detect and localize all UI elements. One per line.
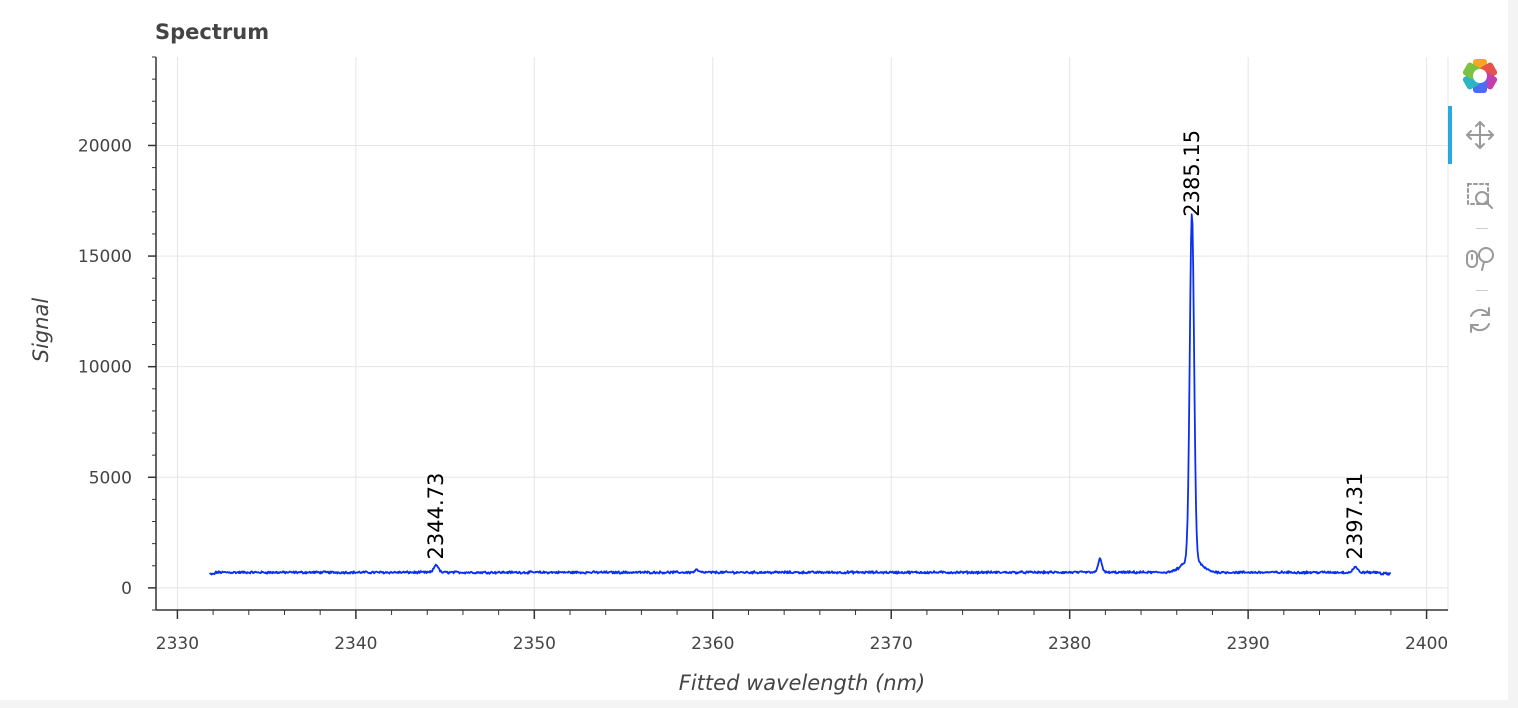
- toolbar-separator: [1476, 290, 1488, 291]
- peak-label: 2385.15: [1180, 130, 1204, 217]
- peak-label: 2397.31: [1343, 473, 1367, 560]
- axes: 2330 2340 2350 2360 2370 2380 2390 2400 0 5000 100…: [78, 56, 1448, 654]
- box-zoom-icon[interactable]: [1460, 176, 1500, 216]
- x-tick-label: 2390: [1226, 634, 1269, 654]
- x-tick-label: 2360: [691, 634, 734, 654]
- y-tick-label: 15000: [78, 247, 132, 267]
- bokeh-logo-icon[interactable]: [1460, 56, 1500, 96]
- wheel-zoom-icon[interactable]: [1460, 238, 1500, 278]
- toolbar: [1448, 52, 1508, 352]
- y-tick-label: 10000: [78, 358, 132, 378]
- grid: [156, 57, 1449, 610]
- peak-label: 2344.73: [424, 473, 448, 560]
- x-tick-label: 2350: [513, 634, 556, 654]
- spectrum-line: [208, 213, 1392, 576]
- pan-icon[interactable]: [1460, 115, 1500, 155]
- y-axis-label: Signal: [29, 298, 53, 363]
- annotations-layer: 2344.73 2385.15 2397.31: [424, 130, 1367, 560]
- chart-title: Spectrum: [155, 20, 269, 44]
- x-tick-label: 2380: [1048, 634, 1091, 654]
- y-tick-label: 5000: [89, 468, 132, 488]
- series-layer: [208, 213, 1392, 576]
- y-tick-label: 0: [121, 579, 132, 599]
- x-tick-label: 2330: [156, 634, 199, 654]
- x-axis-label: Fitted wavelength (nm): [679, 671, 925, 695]
- reset-icon[interactable]: [1460, 300, 1500, 340]
- x-tick-label: 2340: [334, 634, 377, 654]
- y-tick-label: 20000: [78, 136, 132, 156]
- x-tick-label: 2370: [870, 634, 913, 654]
- toolbar-separator: [1476, 228, 1488, 229]
- x-tick-label: 2400: [1405, 634, 1448, 654]
- active-tool-indicator: [1448, 106, 1452, 164]
